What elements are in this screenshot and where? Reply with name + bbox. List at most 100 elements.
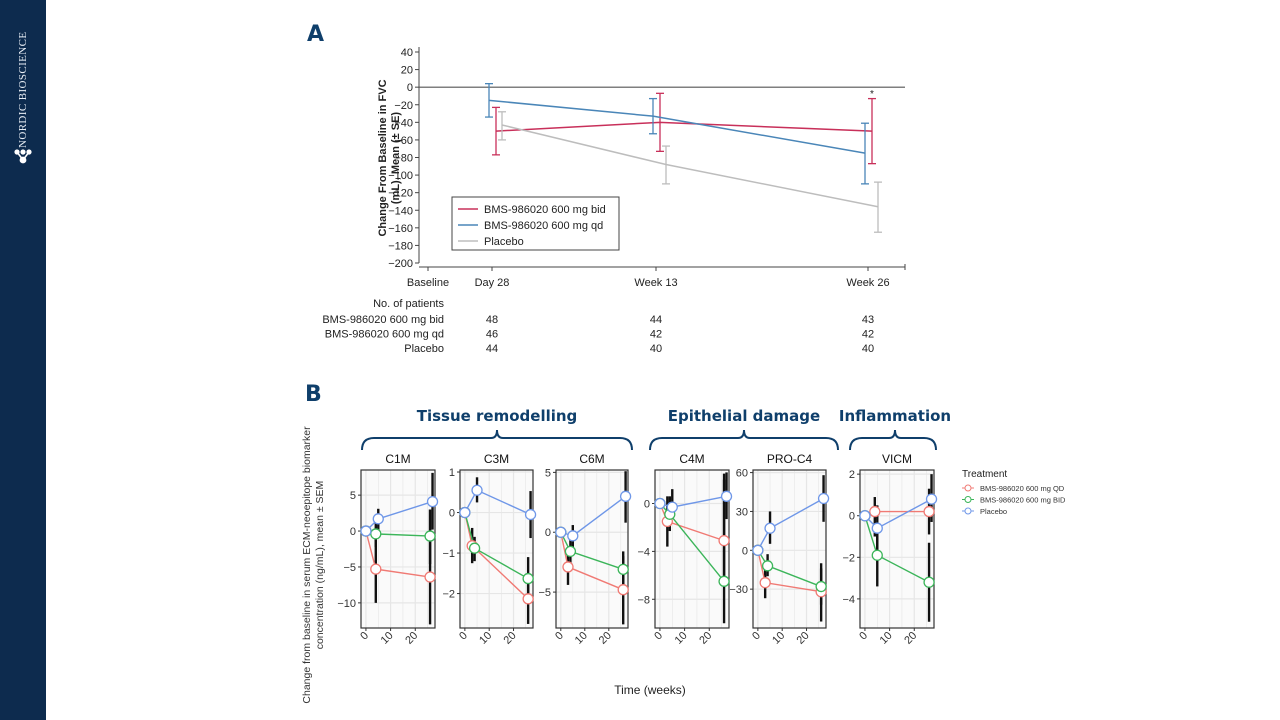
x-tick-label: 10 xyxy=(379,630,396,647)
x-tick-label: 20 xyxy=(597,630,614,647)
x-tick-label: 0 xyxy=(457,630,470,643)
data-point-placebo xyxy=(654,497,666,510)
data-point-bid xyxy=(718,575,730,587)
x-tick-label: 0 xyxy=(750,630,763,643)
legend-swatch-point xyxy=(964,484,972,492)
data-point-placebo xyxy=(555,526,567,538)
legend-title: Treatment xyxy=(962,469,1007,480)
patients-table-row-label: Placebo xyxy=(404,343,444,355)
legend-label: BMS-986020 600 mg qd xyxy=(484,220,603,232)
y-tick-label: 0 xyxy=(849,511,855,523)
facet-border xyxy=(859,469,935,629)
patients-table-cell: 43 xyxy=(862,314,874,326)
legend-label: Placebo xyxy=(484,236,524,248)
data-point-qd xyxy=(923,505,935,518)
group-title: Inflammation xyxy=(839,407,951,425)
patients-table-cell: 48 xyxy=(486,314,498,326)
y-tick-label: 20 xyxy=(401,65,413,77)
data-point-bid xyxy=(923,576,935,588)
x-tick-label: 10 xyxy=(573,630,590,647)
group-brace xyxy=(649,429,839,451)
data-point-bid xyxy=(370,528,382,540)
facet-c4m: C4M 0 −4 −8 0 10 20 xyxy=(637,452,733,647)
data-point-bid xyxy=(424,530,436,542)
patients-table-cell: 44 xyxy=(486,343,498,355)
error-bar xyxy=(662,145,670,185)
facet-title: VICM xyxy=(882,452,912,466)
molecule-logo-icon xyxy=(14,149,32,164)
facet-title: C6M xyxy=(579,452,604,466)
data-point-bid xyxy=(871,549,883,561)
patients-table-cell: 42 xyxy=(862,329,874,341)
legend-label: BMS-986020 600 mg QD xyxy=(980,484,1065,493)
data-point-placebo xyxy=(752,544,764,556)
y-tick-label: 40 xyxy=(401,47,413,59)
x-tick-label: 10 xyxy=(477,630,494,647)
x-tick-label: 10 xyxy=(770,630,787,647)
data-point-placebo xyxy=(666,501,678,513)
facet-background xyxy=(753,470,826,628)
y-tick-label: 2 xyxy=(849,469,855,481)
y-tick-label: 0 xyxy=(407,82,413,94)
y-tick-label: 60 xyxy=(736,468,748,480)
y-tick-label: −80 xyxy=(394,153,413,165)
x-tick-label: 20 xyxy=(403,630,420,647)
y-axis-label: Change From Baseline in FVC(mL), Mean (±… xyxy=(377,79,402,236)
data-point-placebo xyxy=(524,508,537,521)
y-tick-label: 30 xyxy=(736,506,748,518)
y-tick-label: −180 xyxy=(388,240,413,252)
x-tick-label: 20 xyxy=(902,630,919,647)
facet-title: C1M xyxy=(385,452,410,466)
facet-border xyxy=(459,469,534,629)
y-axis-label: Change from baseline in serum ECM-neoepi… xyxy=(301,426,326,704)
y-axis-label-line: (mL), Mean (± SE) xyxy=(390,112,402,205)
y-tick-label: −30 xyxy=(729,584,748,596)
patients-table-cell: 46 xyxy=(486,329,498,341)
data-point-placebo xyxy=(567,530,579,542)
facet-background xyxy=(655,470,729,628)
legend: BMS-986020 600 mg bid BMS-986020 600 mg q… xyxy=(451,196,620,251)
y-tick-label: −1 xyxy=(442,548,455,560)
legend-label: Placebo xyxy=(980,507,1007,516)
facet-background xyxy=(361,470,435,628)
error-bar xyxy=(874,181,882,233)
y-tick-label: 0 xyxy=(545,527,551,539)
data-point-placebo xyxy=(360,525,372,537)
y-tick-label: −40 xyxy=(394,117,413,129)
data-point-qd xyxy=(718,534,730,547)
x-tick-label: 0 xyxy=(857,630,870,643)
y-axis-label-line: concentration (ng/mL), mean ± SEM xyxy=(314,481,326,650)
data-point-qd xyxy=(424,571,436,583)
group-title: Epithelial damage xyxy=(668,407,820,425)
legend-label: BMS-986020 600 mg BID xyxy=(980,496,1066,505)
x-tick-label: Week 13 xyxy=(634,277,677,289)
group-brace xyxy=(849,429,937,451)
group-brace xyxy=(361,429,633,451)
patients-table-cell: 40 xyxy=(862,343,874,355)
y-tick-label: 0 xyxy=(742,545,748,557)
y-tick-label: −120 xyxy=(388,188,413,200)
data-point-qd xyxy=(869,505,881,518)
data-point-placebo xyxy=(459,506,471,519)
y-tick-label: −160 xyxy=(388,223,413,235)
panel-b-label: B xyxy=(305,382,322,407)
legend-swatch-point xyxy=(964,496,972,503)
patients-table-cell: 44 xyxy=(650,314,662,326)
x-tick-label: 20 xyxy=(502,630,519,647)
facet-border xyxy=(654,469,730,629)
data-point-qd xyxy=(617,584,629,596)
data-point-bid xyxy=(617,563,629,575)
y-tick-label: −10 xyxy=(337,598,356,610)
y-tick-label: −20 xyxy=(394,100,413,112)
legend-box xyxy=(451,196,620,251)
y-tick-label: −5 xyxy=(343,562,356,574)
x-tick-label: 20 xyxy=(795,630,812,647)
facet-pro-c4: PRO-C4 60 30 0 −30 0 10 20 xyxy=(729,452,830,647)
facet-background xyxy=(860,470,934,628)
data-point-qd xyxy=(759,577,771,589)
data-point-bid xyxy=(468,542,481,554)
y-tick-label: −4 xyxy=(637,546,650,558)
data-point-qd xyxy=(522,593,534,605)
y-tick-label: −5 xyxy=(538,587,551,599)
